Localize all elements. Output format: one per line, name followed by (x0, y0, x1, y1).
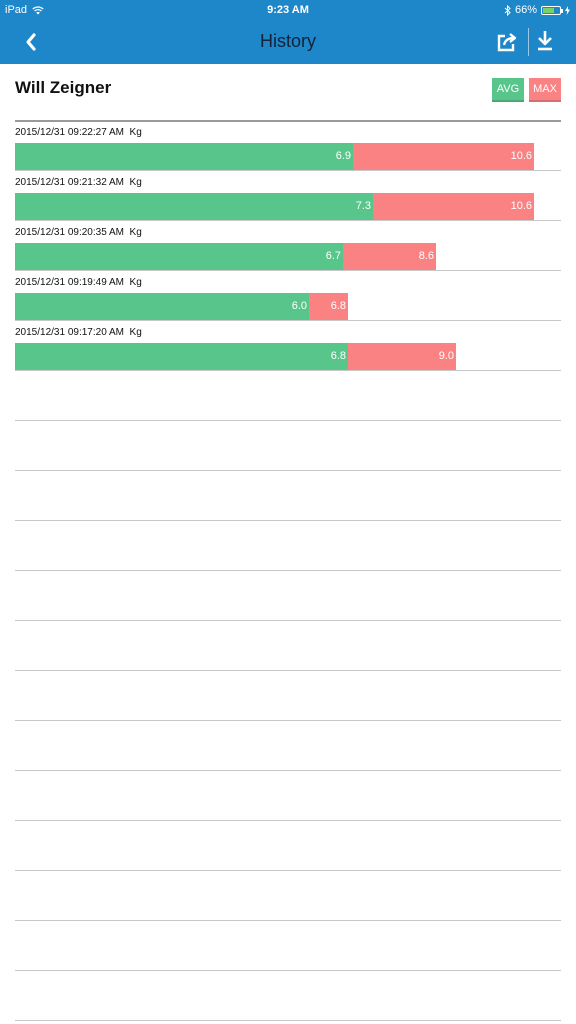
avg-bar: 6.8 (15, 343, 348, 370)
history-row-label: 2015/12/31 09:22:27 AM Kg (15, 127, 142, 138)
row-divider (15, 370, 561, 371)
user-name: Will Zeigner (15, 78, 112, 97)
row-divider (15, 970, 561, 971)
status-left: iPad (5, 4, 44, 16)
avg-bar: 6.7 (15, 243, 343, 270)
history-row-label: 2015/12/31 09:17:20 AM Kg (15, 327, 142, 338)
charging-icon (565, 5, 570, 15)
row-divider (15, 770, 561, 771)
avg-bar: 6.9 (15, 143, 353, 170)
battery-percent: 66% (514, 4, 537, 16)
page-title: History (259, 31, 316, 51)
header-divider (15, 120, 561, 122)
max-bar: 9.0 (348, 343, 456, 370)
avg-legend-button[interactable]: AVG (492, 78, 524, 102)
max-bar: 10.6 (353, 143, 534, 170)
row-divider (15, 520, 561, 521)
row-divider (15, 920, 561, 921)
row-divider (15, 220, 561, 221)
row-divider (15, 420, 561, 421)
battery-fill (543, 7, 554, 13)
row-divider (15, 720, 561, 721)
row-divider (15, 1020, 561, 1021)
avg-bar: 7.3 (15, 193, 373, 220)
bluetooth-icon (504, 4, 511, 16)
status-time: 9:23 AM (267, 4, 309, 16)
row-divider (15, 270, 561, 271)
avg-bar: 6.0 (15, 293, 309, 320)
status-bar: iPad 9:23 AM 66% (0, 0, 576, 20)
history-row-label: 2015/12/31 09:20:35 AM Kg (15, 227, 142, 238)
navigation-bar: History (0, 20, 576, 64)
row-divider (15, 820, 561, 821)
history-row-label: 2015/12/31 09:21:32 AM Kg (15, 177, 142, 188)
share-icon[interactable] (495, 30, 519, 54)
max-bar: 10.6 (373, 193, 534, 220)
status-right: 66% (504, 4, 570, 16)
row-divider (15, 470, 561, 471)
wifi-icon (32, 5, 44, 14)
chevron-left-icon[interactable] (20, 28, 44, 56)
row-divider (15, 570, 561, 571)
row-divider (15, 620, 561, 621)
row-divider (15, 320, 561, 321)
history-row-label: 2015/12/31 09:19:49 AM Kg (15, 277, 142, 288)
max-bar: 8.6 (343, 243, 436, 270)
history-header: Will Zeigner AVG MAX (15, 78, 561, 102)
row-divider (15, 670, 561, 671)
nav-separator (528, 28, 529, 56)
download-icon[interactable] (533, 28, 557, 54)
row-divider (15, 170, 561, 171)
device-label: iPad (5, 4, 28, 16)
max-bar: 6.8 (309, 293, 348, 320)
max-legend-button[interactable]: MAX (529, 78, 561, 102)
row-divider (15, 870, 561, 871)
battery-icon (541, 5, 563, 15)
